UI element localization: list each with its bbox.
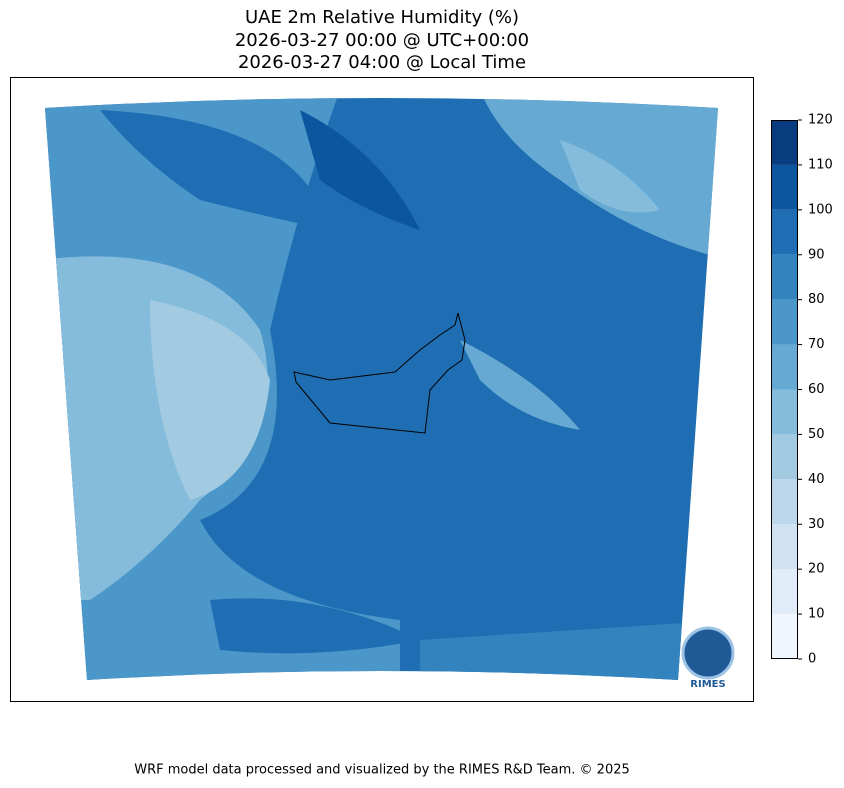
humidity-field — [45, 98, 718, 680]
colorbar-segment — [771, 389, 798, 435]
colorbar-tick-label: 40 — [808, 472, 825, 487]
title-line: UAE 2m Relative Humidity (%) — [245, 7, 519, 28]
colorbar-segment — [771, 479, 798, 525]
colorbar-tick-label: 90 — [808, 247, 825, 262]
colorbar-segment — [771, 164, 798, 210]
colorbar-tick-label: 70 — [808, 337, 825, 352]
colorbar-segment — [771, 299, 798, 345]
colorbar-segment — [771, 344, 798, 390]
footer: WRF model data processed and visualized … — [134, 763, 630, 778]
colorbar-segment — [771, 569, 798, 615]
colorbar-tick-label: 80 — [808, 292, 825, 307]
colorbar-segment — [771, 120, 798, 165]
title-line: 2026-03-27 00:00 @ UTC+00:00 — [235, 30, 529, 51]
title-line: 2026-03-27 04:00 @ Local Time — [238, 52, 526, 73]
colorbar-tick-label: 0 — [808, 652, 816, 667]
colorbar-segment — [771, 209, 798, 255]
colorbar-tick-label: 50 — [808, 427, 825, 442]
colorbar-segment — [771, 614, 798, 659]
colorbar-tick-label: 100 — [808, 202, 833, 217]
colorbar-segment — [771, 524, 798, 570]
colorbar: 0 10 20 30 40 50 60 70 80 90 100 110 120 — [771, 113, 833, 667]
colorbar-tick-label: 30 — [808, 517, 825, 532]
map-frame — [10, 77, 754, 702]
colorbar-segment — [771, 434, 798, 480]
colorbar-tick-label: 20 — [808, 562, 825, 577]
colorbar-tick-label: 60 — [808, 382, 825, 397]
colorbar-tick-label: 120 — [808, 113, 833, 128]
colorbar-segment — [771, 254, 798, 300]
colorbar-tick-label: 10 — [808, 607, 825, 622]
logo-emblem — [681, 626, 735, 680]
colorbar-tick-label: 110 — [808, 157, 833, 172]
uae-border — [293, 312, 466, 434]
logo-text: RIMES — [690, 679, 725, 690]
colorbar-frame — [771, 120, 798, 659]
